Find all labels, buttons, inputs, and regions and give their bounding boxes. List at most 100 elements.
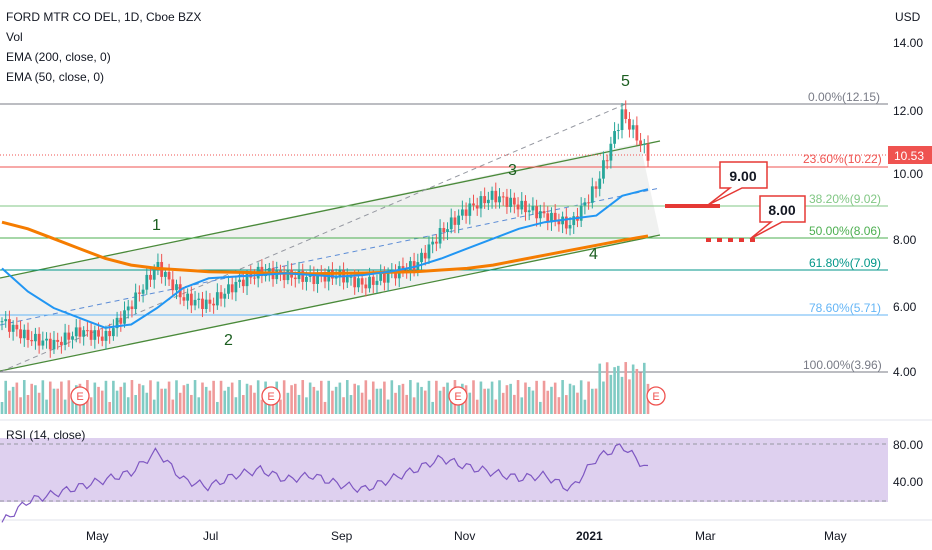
volume-bar xyxy=(293,383,297,414)
volume-bar xyxy=(204,386,208,414)
rsi-title[interactable]: RSI (14, close) xyxy=(6,428,85,442)
candle-body xyxy=(134,292,138,310)
volume-bar xyxy=(349,395,353,414)
target-9-callout xyxy=(707,161,768,206)
candle-body xyxy=(368,276,371,289)
candle-body xyxy=(71,336,74,340)
legend-vol[interactable]: Vol xyxy=(6,30,23,44)
candle-body xyxy=(11,324,15,332)
volume-bar xyxy=(242,395,245,414)
price-axis[interactable]: USD 14.00 12.00 10.00 8.00 6.00 4.00 10.… xyxy=(888,10,932,489)
legend-ema50[interactable]: EMA (50, close, 0) xyxy=(6,70,104,84)
volume-bar xyxy=(524,382,527,414)
fib-trend-line xyxy=(0,102,629,373)
target-9-annotation[interactable]: 9.00 xyxy=(665,161,768,208)
time-axis[interactable]: May Jul Sep Nov 2021 Mar May xyxy=(86,529,847,543)
x-tick-may: May xyxy=(86,529,109,543)
earnings-marker[interactable]: E xyxy=(261,386,281,406)
candle-body xyxy=(78,327,82,337)
candle-body xyxy=(460,209,464,216)
candle-body xyxy=(642,143,646,145)
candle-body xyxy=(605,160,609,162)
fib-label-6: 100.00%(3.96) xyxy=(803,358,882,372)
volume-bar xyxy=(253,392,256,414)
candle-body xyxy=(63,332,67,345)
volume-bar xyxy=(409,380,412,414)
wave-label-2: 2 xyxy=(224,332,233,349)
volume-bar xyxy=(230,382,234,414)
volume-bar xyxy=(108,401,111,414)
volume-bar xyxy=(420,386,423,414)
candle-body xyxy=(357,278,360,288)
volume-bar xyxy=(71,392,74,414)
volume-bar xyxy=(416,382,420,414)
volume-bar xyxy=(345,380,349,414)
volume-bar xyxy=(219,380,223,414)
volume-bar xyxy=(138,383,141,414)
volume-bar xyxy=(208,390,212,414)
candle-body xyxy=(501,196,505,198)
candle-body xyxy=(423,252,427,259)
legend-ema200[interactable]: EMA (200, close, 0) xyxy=(6,50,111,64)
volume-bar xyxy=(368,399,371,414)
candle-body xyxy=(204,299,208,309)
volume-bar xyxy=(568,383,572,414)
volume-bar xyxy=(256,380,260,414)
candle-body xyxy=(538,211,542,219)
volume-bar xyxy=(591,388,594,414)
candle-body xyxy=(85,330,89,332)
earnings-marker[interactable]: E xyxy=(646,386,666,406)
fib-label-3: 50.00%(8.06) xyxy=(809,224,881,238)
volume-bar xyxy=(282,380,286,414)
y-tick-6: 6.00 xyxy=(893,300,917,314)
svg-text:E: E xyxy=(76,391,83,403)
volume-bar xyxy=(8,390,11,414)
candle-body xyxy=(646,143,650,161)
candle-body xyxy=(215,292,219,306)
target-8-label: 8.00 xyxy=(768,202,795,218)
x-tick-mar: Mar xyxy=(695,529,716,543)
volume-bar xyxy=(338,382,342,414)
rsi-line xyxy=(1,443,649,523)
volume-bar xyxy=(357,385,360,414)
candle-body xyxy=(375,280,379,285)
volume-bar xyxy=(390,380,394,414)
volume-bar xyxy=(479,381,483,414)
target-8-annotation[interactable]: 8.00 xyxy=(706,195,806,242)
earnings-marker[interactable]: E xyxy=(70,386,90,406)
candle-body xyxy=(234,281,238,293)
candle-body xyxy=(468,203,472,216)
candle-body xyxy=(45,338,48,341)
candle-body xyxy=(111,328,115,337)
legend[interactable]: FORD MTR CO DEL, 1D, Cboe BZX Vol EMA (2… xyxy=(6,10,201,442)
plot-area[interactable] xyxy=(0,0,888,520)
candle-body xyxy=(334,277,338,279)
volume-bar xyxy=(364,380,368,414)
x-tick-nov: Nov xyxy=(454,529,475,543)
volume-bar xyxy=(201,382,204,414)
volume-bar xyxy=(48,381,52,414)
candle-body xyxy=(208,299,212,304)
candle-body xyxy=(446,229,449,233)
candle-body xyxy=(594,186,598,189)
svg-text:E: E xyxy=(652,391,659,403)
volume-bar xyxy=(583,399,587,414)
candle-body xyxy=(323,276,327,282)
volume-bar xyxy=(19,397,22,414)
volume-bar xyxy=(319,380,323,414)
volume-bar xyxy=(550,386,553,414)
wave-label-1: 1 xyxy=(152,217,161,234)
volume-bar xyxy=(446,382,449,414)
candle-body xyxy=(119,317,123,324)
candle-body xyxy=(353,276,357,288)
earnings-marker[interactable]: E xyxy=(448,386,468,406)
candle-body xyxy=(93,330,97,340)
volume-bar xyxy=(475,399,479,414)
volume-bar xyxy=(605,362,609,414)
candle-body xyxy=(108,330,112,337)
volume-bar xyxy=(11,386,15,414)
symbol-title[interactable]: FORD MTR CO DEL, 1D, Cboe BZX xyxy=(6,10,201,24)
candle-body xyxy=(197,298,201,300)
candle-body xyxy=(620,109,624,131)
